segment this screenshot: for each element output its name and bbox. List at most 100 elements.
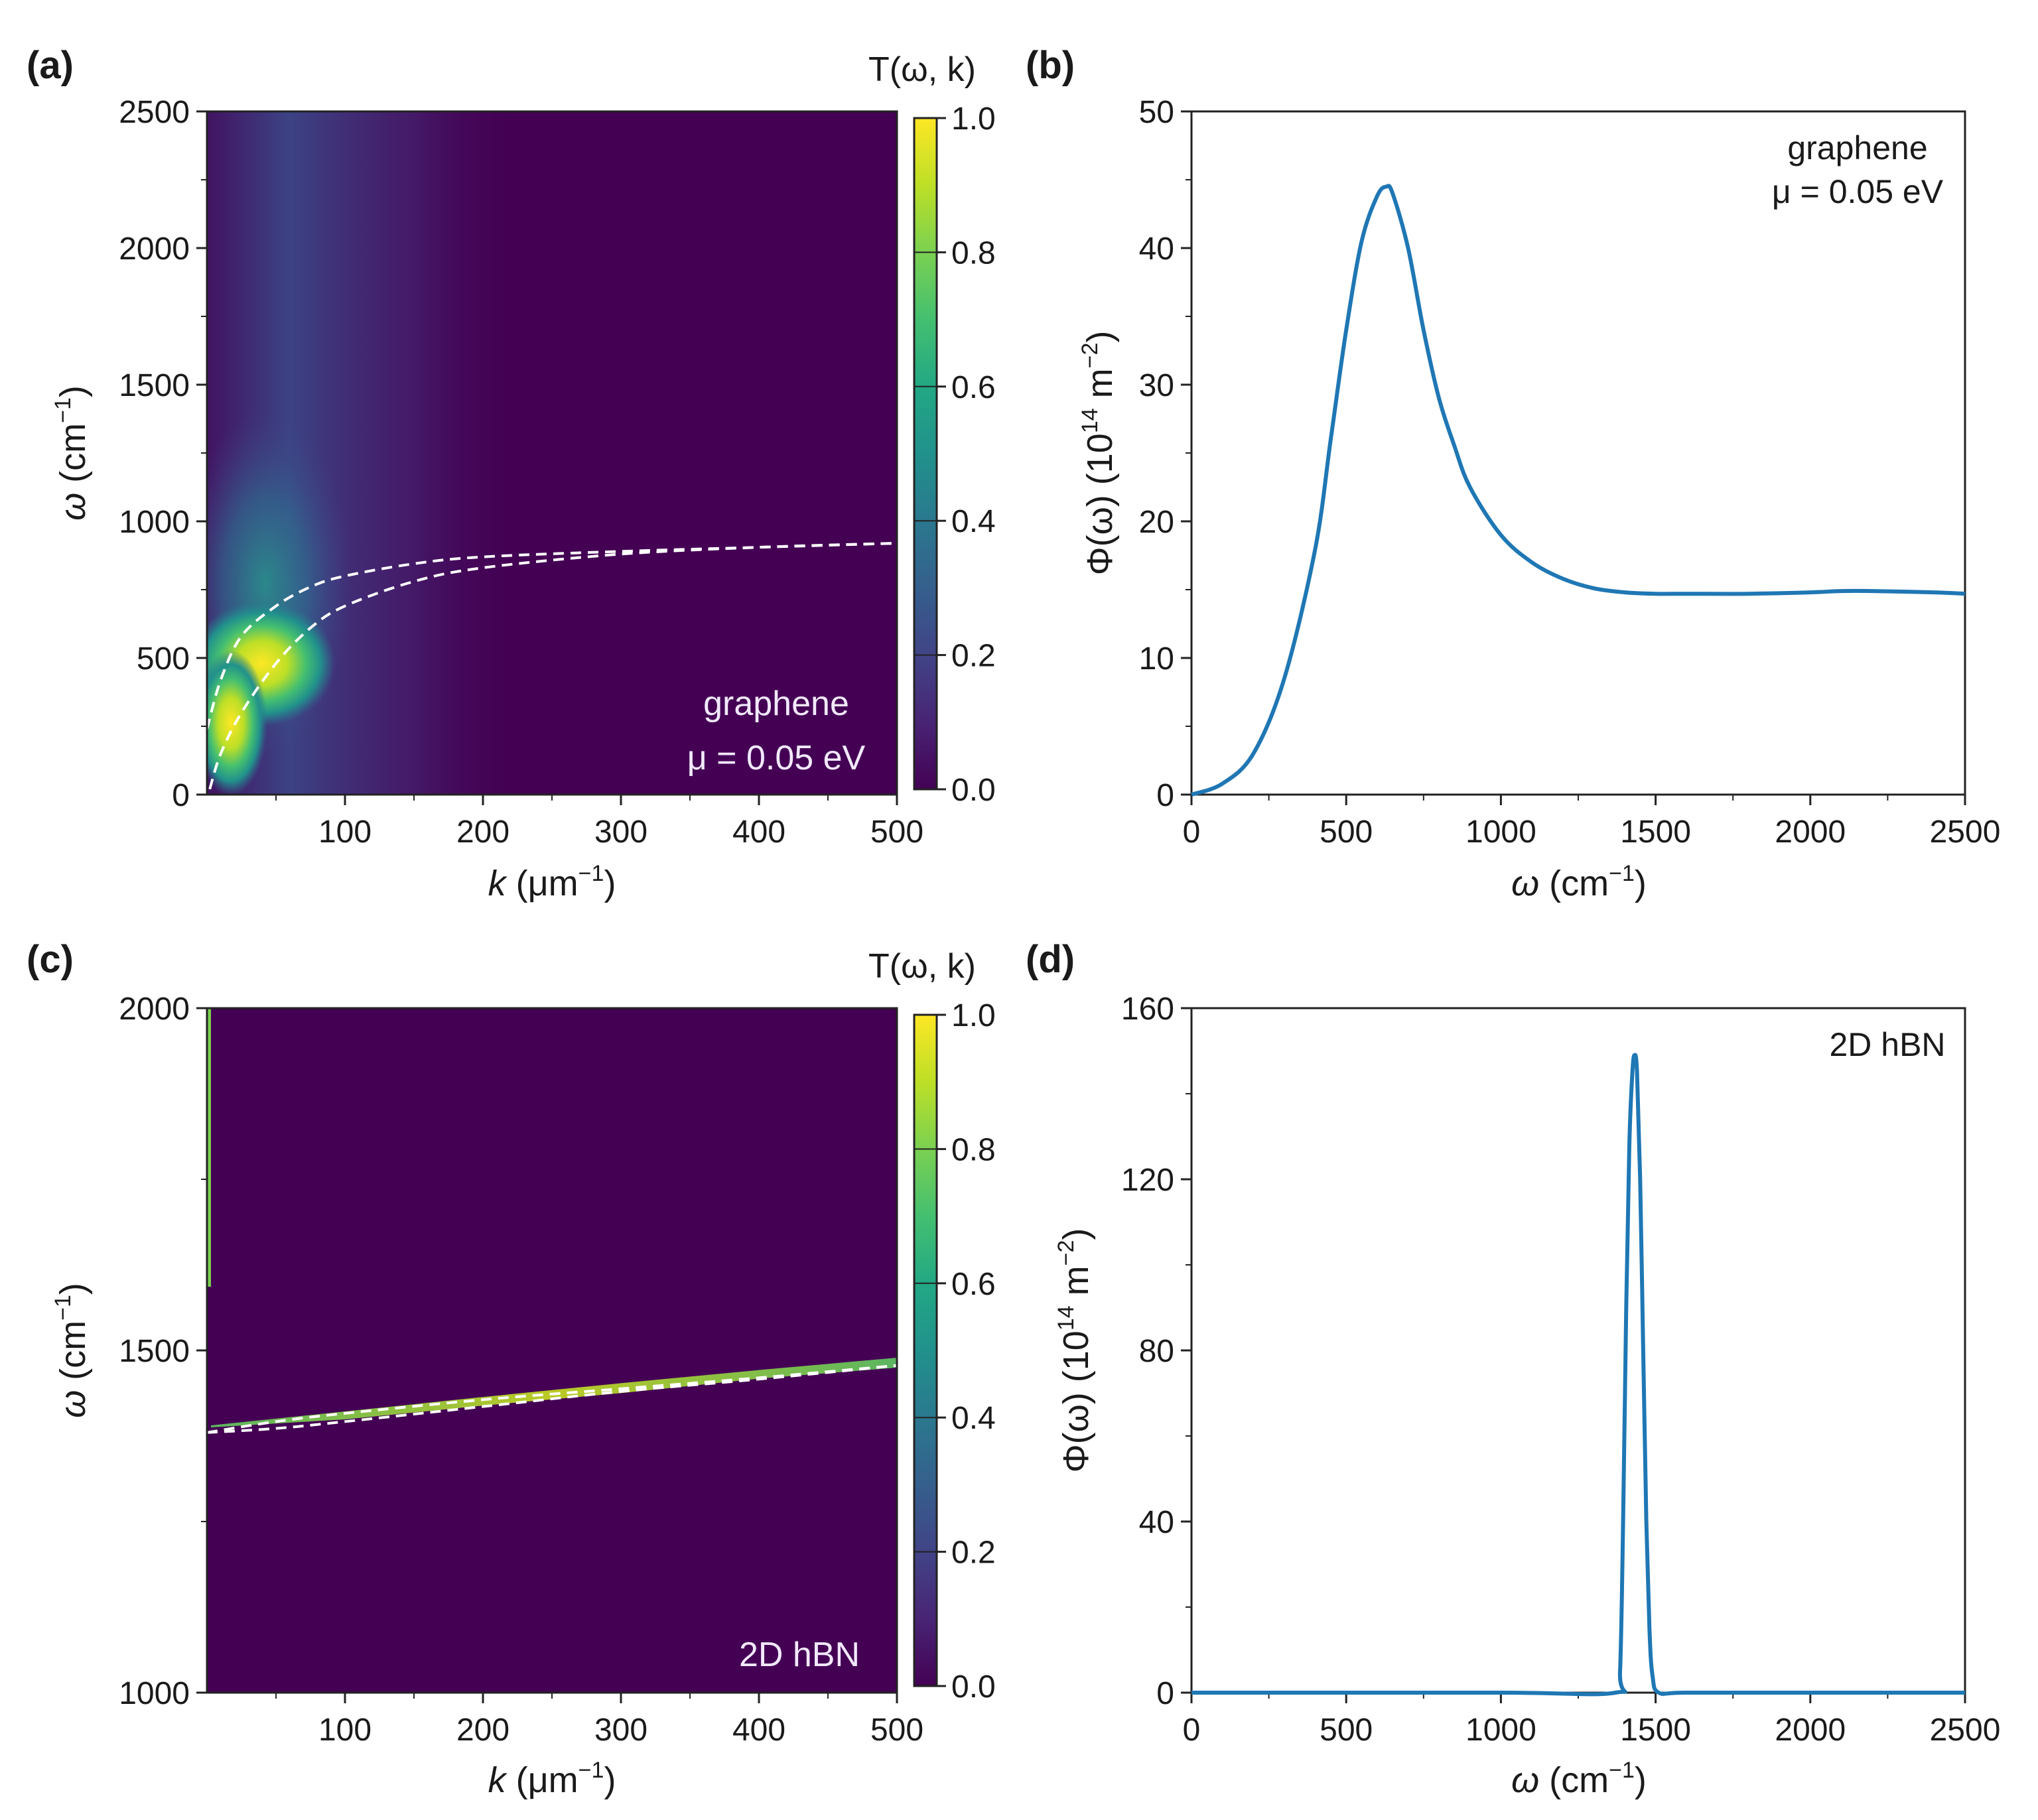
x-tick-label: 200: [456, 1713, 510, 1748]
x-tick-label: 100: [318, 814, 372, 850]
panel-b-label: (b): [1026, 44, 1075, 87]
colorbar-tick-label: 0.2: [951, 1535, 996, 1571]
annotation-d-material: 2D hBN: [1829, 1026, 1945, 1063]
plot-frame-d: [1190, 1007, 1966, 1694]
x-tick-label: 1500: [1620, 814, 1691, 850]
x-tick-label: 2500: [1930, 814, 2001, 850]
y-axis-label-c: ω (cm−1): [50, 1283, 93, 1418]
dispersion-curve-2: [208, 542, 898, 790]
x-tick-label: 2000: [1775, 814, 1846, 850]
series-line: [1191, 184, 1966, 797]
x-tick-label: 400: [732, 814, 785, 850]
y-tick-label: 120: [1121, 1163, 1174, 1198]
x-tick-label: 500: [1320, 1713, 1373, 1748]
y-tick-label: 160: [1121, 992, 1174, 1027]
panel-a: (a) 0 500 1000 1500 2000 2500 100 200 300 400 500…: [27, 44, 996, 903]
y-tick-label: 80: [1139, 1334, 1174, 1369]
annotation-b-mu: μ = 0.05 eV: [1772, 173, 1944, 210]
y-axis-label-d: Φ(ω) (1014 m−2): [1053, 1228, 1096, 1473]
series-line: [1191, 1053, 1965, 1697]
y-tick-label: 1000: [119, 505, 190, 540]
y-ticks-b: 0 10 20 30 40 50: [1139, 95, 1191, 813]
colorbar-tick-label: 0.4: [951, 504, 996, 539]
x-tick-label: 100: [318, 1713, 372, 1748]
x-tick-label: 400: [732, 1713, 785, 1748]
annotation-a-material: graphene: [703, 684, 849, 723]
y-tick-label: 1000: [119, 1676, 190, 1711]
y-tick-label: 2000: [119, 231, 190, 267]
series-line-b: [1191, 184, 1966, 797]
x-tick-label: 2500: [1930, 1713, 2001, 1748]
annotation-c-material: 2D hBN: [739, 1636, 860, 1674]
colorbar-tick-label: 0.4: [951, 1401, 996, 1436]
y-tick-label: 30: [1139, 368, 1174, 403]
y-tick-label: 0: [1156, 778, 1174, 813]
heatmap-a: [207, 111, 897, 795]
colorbar-tick-label: 0.6: [951, 1267, 996, 1302]
heatmap-a-hotspot-lower: [207, 650, 267, 795]
x-tick-label: 500: [870, 1713, 923, 1748]
x-axis-label-b: ω (cm−1): [1511, 861, 1647, 903]
panel-d: (d) 0 40 80 120 160 0 500 1000 1500 2000 2500 2D …: [1026, 938, 2000, 1800]
y-axis-label-a: ω (cm−1): [50, 385, 93, 521]
y-tick-label: 40: [1139, 231, 1174, 267]
x-tick-label: 2000: [1775, 1713, 1846, 1748]
series-line-d: [1191, 1053, 1965, 1697]
y-tick-label: 40: [1139, 1505, 1174, 1540]
colorbar-c: [913, 1013, 938, 1687]
x-axis-label-a: k (μm−1): [488, 861, 616, 903]
colorbar-tick-label: 0.2: [951, 639, 996, 674]
x-ticks-a: 100 200 300 400 500: [275, 795, 923, 850]
dispersion-curve-2: [206, 1364, 898, 1434]
panel-d-label: (d): [1026, 938, 1075, 981]
y-tick-label: 2000: [119, 992, 190, 1027]
panel-b: (b) 0 10 20 30 40 50 0 500 1000 1500 2000 2500 gra…: [1026, 44, 2000, 903]
colorbar-tick-label: 1.0: [951, 101, 996, 137]
heatmap-c: [207, 1008, 897, 1693]
colorbar-a-title: T(ω, k): [868, 50, 976, 89]
y-tick-label: 500: [137, 641, 190, 677]
y-ticks-d: 0 40 80 120 160: [1121, 992, 1191, 1711]
x-ticks-c: 100 200 300 400 500: [275, 1693, 923, 1748]
colorbar-tick-label: 0.8: [951, 1132, 996, 1167]
x-tick-label: 500: [1320, 814, 1373, 850]
x-ticks-d: 0 500 1000 1500 2000 2500: [1183, 1693, 2001, 1748]
heatmap-c-edge-strip: [207, 1008, 211, 1287]
x-tick-label: 200: [456, 814, 510, 850]
y-ticks-c: 1000 1500 2000: [119, 992, 207, 1711]
panel-c-label: (c): [27, 938, 74, 981]
colorbar-tick-label: 0.0: [951, 1669, 996, 1705]
colorbar-tick-label: 0.8: [951, 235, 996, 271]
x-tick-label: 500: [870, 814, 923, 850]
y-ticks-a: 0 500 1000 1500 2000 2500: [119, 95, 207, 813]
x-axis-label-c: k (μm−1): [488, 1758, 616, 1800]
y-tick-label: 1500: [119, 1334, 190, 1369]
x-tick-label: 1000: [1465, 1713, 1536, 1748]
colorbar-c-title: T(ω, k): [868, 947, 976, 986]
x-tick-label: 0: [1183, 814, 1201, 850]
y-tick-label: 10: [1139, 641, 1174, 677]
y-tick-label: 0: [1156, 1676, 1174, 1711]
y-tick-label: 1500: [119, 368, 190, 403]
y-axis-label-b: Φ(ω) (1014 m−2): [1077, 331, 1120, 576]
heatmap-c-background: [207, 1008, 897, 1693]
dispersion-curves-c: [206, 1364, 898, 1434]
colorbar-c-ticks: 0.0 0.2 0.4 0.6 0.8 1.0: [914, 998, 996, 1705]
annotation-b-material: graphene: [1787, 129, 1927, 166]
y-tick-label: 50: [1139, 95, 1174, 130]
colorbar-tick-label: 0.6: [951, 370, 996, 405]
x-axis-label-d: ω (cm−1): [1511, 1758, 1647, 1800]
annotation-a-mu: μ = 0.05 eV: [687, 739, 866, 777]
x-tick-label: 1500: [1620, 1713, 1691, 1748]
panel-a-label: (a): [27, 44, 74, 87]
x-ticks-b: 0 500 1000 1500 2000 2500: [1183, 795, 2001, 850]
colorbar-tick-label: 1.0: [951, 998, 996, 1033]
colorbar-a: [913, 117, 938, 791]
x-tick-label: 300: [594, 814, 647, 850]
plot-frame-b: [1190, 110, 1966, 796]
y-tick-label: 2500: [119, 95, 190, 130]
x-tick-label: 300: [594, 1713, 647, 1748]
colorbar-tick-label: 0.0: [951, 773, 996, 808]
